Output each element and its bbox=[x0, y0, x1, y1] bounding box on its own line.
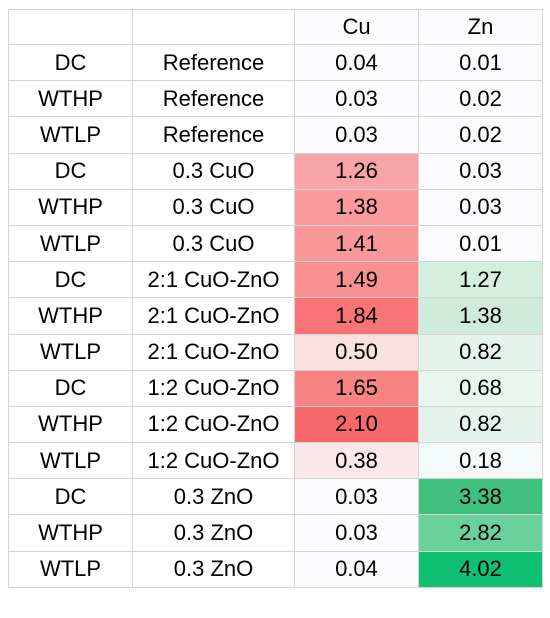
results-table: Cu Zn DC Reference 0.04 0.01 WTHP Reference 0.… bbox=[8, 9, 543, 588]
zn-value-cell: 0.02 bbox=[418, 80, 543, 118]
method-cell: WTHP bbox=[8, 297, 133, 335]
header-sample bbox=[132, 9, 295, 45]
method-cell: DC bbox=[8, 261, 133, 299]
sample-cell: 2:1 CuO-ZnO bbox=[132, 297, 295, 335]
sample-cell: 2:1 CuO-ZnO bbox=[132, 261, 295, 299]
method-cell: WTHP bbox=[8, 188, 133, 226]
method-cell: DC bbox=[8, 369, 133, 407]
cu-value-cell: 0.04 bbox=[294, 43, 419, 82]
method-cell: DC bbox=[8, 152, 133, 190]
sample-cell: 1:2 CuO-ZnO bbox=[132, 369, 295, 407]
method-cell: WTLP bbox=[8, 550, 133, 588]
table-container: Cu Zn DC Reference 0.04 0.01 WTHP Reference 0.… bbox=[8, 9, 543, 588]
cu-value-cell: 0.50 bbox=[294, 333, 419, 371]
sample-cell: Reference bbox=[132, 43, 295, 82]
zn-value-cell: 0.82 bbox=[418, 405, 543, 444]
sample-cell: 0.3 ZnO bbox=[132, 514, 295, 552]
cu-value-cell: 0.04 bbox=[294, 550, 419, 588]
table-row: DC 1:2 CuO-ZnO 1.65 0.68 bbox=[8, 369, 543, 407]
table-row: WTLP 2:1 CuO-ZnO 0.50 0.82 bbox=[8, 333, 543, 371]
zn-value-cell: 0.02 bbox=[418, 116, 543, 154]
table-row: DC 0.3 ZnO 0.03 3.38 bbox=[8, 478, 543, 516]
cu-value-cell: 0.03 bbox=[294, 80, 419, 118]
zn-value-cell: 0.01 bbox=[418, 224, 543, 263]
sample-cell: 2:1 CuO-ZnO bbox=[132, 333, 295, 371]
zn-value-cell: 0.18 bbox=[418, 442, 543, 480]
zn-value-cell: 0.68 bbox=[418, 369, 543, 407]
cu-value-cell: 0.03 bbox=[294, 116, 419, 154]
table-row: WTLP 1:2 CuO-ZnO 0.38 0.18 bbox=[8, 442, 543, 480]
table-row: WTHP 1:2 CuO-ZnO 2.10 0.82 bbox=[8, 405, 543, 444]
method-cell: WTHP bbox=[8, 514, 133, 552]
zn-value-cell: 2.82 bbox=[418, 514, 543, 552]
table-row: DC Reference 0.04 0.01 bbox=[8, 43, 543, 82]
header-row: Cu Zn bbox=[8, 9, 543, 45]
cu-value-cell: 0.03 bbox=[294, 514, 419, 552]
table-row: WTHP 0.3 CuO 1.38 0.03 bbox=[8, 188, 543, 226]
zn-value-cell: 3.38 bbox=[418, 478, 543, 516]
cu-value-cell: 1.49 bbox=[294, 261, 419, 299]
cu-value-cell: 1.26 bbox=[294, 152, 419, 190]
table-row: DC 2:1 CuO-ZnO 1.49 1.27 bbox=[8, 261, 543, 299]
table-row: WTHP 0.3 ZnO 0.03 2.82 bbox=[8, 514, 543, 552]
cu-value-cell: 0.38 bbox=[294, 442, 419, 480]
zn-value-cell: 0.01 bbox=[418, 43, 543, 82]
zn-value-cell: 0.03 bbox=[418, 152, 543, 190]
header-method bbox=[8, 9, 133, 45]
method-cell: WTLP bbox=[8, 442, 133, 480]
table-row: WTLP Reference 0.03 0.02 bbox=[8, 116, 543, 154]
method-cell: WTHP bbox=[8, 80, 133, 118]
sample-cell: 0.3 ZnO bbox=[132, 478, 295, 516]
sample-cell: 0.3 ZnO bbox=[132, 550, 295, 588]
table-row: DC 0.3 CuO 1.26 0.03 bbox=[8, 152, 543, 190]
cu-value-cell: 1.84 bbox=[294, 297, 419, 335]
sample-cell: 1:2 CuO-ZnO bbox=[132, 442, 295, 480]
method-cell: DC bbox=[8, 43, 133, 82]
table-body: Cu Zn DC Reference 0.04 0.01 WTHP Reference 0.… bbox=[8, 9, 543, 588]
table-row: WTHP Reference 0.03 0.02 bbox=[8, 80, 543, 118]
table-row: WTHP 2:1 CuO-ZnO 1.84 1.38 bbox=[8, 297, 543, 335]
cu-value-cell: 2.10 bbox=[294, 405, 419, 444]
table-row: WTLP 0.3 ZnO 0.04 4.02 bbox=[8, 550, 543, 588]
table-row: WTLP 0.3 CuO 1.41 0.01 bbox=[8, 224, 543, 263]
zn-value-cell: 0.03 bbox=[418, 188, 543, 226]
sample-cell: Reference bbox=[132, 116, 295, 154]
header-zn: Zn bbox=[418, 9, 543, 45]
header-cu: Cu bbox=[294, 9, 419, 45]
cu-value-cell: 1.41 bbox=[294, 224, 419, 263]
zn-value-cell: 4.02 bbox=[418, 550, 543, 588]
cu-value-cell: 0.03 bbox=[294, 478, 419, 516]
method-cell: WTLP bbox=[8, 333, 133, 371]
cu-value-cell: 1.38 bbox=[294, 188, 419, 226]
cu-value-cell: 1.65 bbox=[294, 369, 419, 407]
method-cell: WTLP bbox=[8, 224, 133, 263]
sample-cell: 0.3 CuO bbox=[132, 224, 295, 263]
method-cell: WTHP bbox=[8, 405, 133, 444]
zn-value-cell: 1.38 bbox=[418, 297, 543, 335]
sample-cell: 0.3 CuO bbox=[132, 152, 295, 190]
sample-cell: 0.3 CuO bbox=[132, 188, 295, 226]
sample-cell: 1:2 CuO-ZnO bbox=[132, 405, 295, 444]
method-cell: DC bbox=[8, 478, 133, 516]
sample-cell: Reference bbox=[132, 80, 295, 118]
zn-value-cell: 1.27 bbox=[418, 261, 543, 299]
zn-value-cell: 0.82 bbox=[418, 333, 543, 371]
method-cell: WTLP bbox=[8, 116, 133, 154]
